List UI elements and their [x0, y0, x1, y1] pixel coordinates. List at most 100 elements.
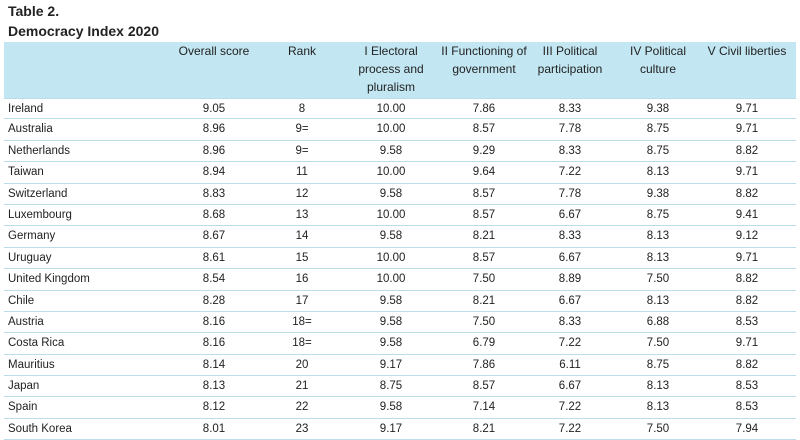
rank-cell: 13 — [295, 208, 309, 221]
electoral-cell: 9.58 — [379, 294, 403, 307]
culture-cell: 7.50 — [646, 273, 670, 286]
table-title: Democracy Index 2020 — [8, 23, 159, 39]
table-body: Ireland 9.05 8 10.00 7.86 8.33 9.38 9.71 Austral… — [4, 98, 796, 440]
overall-score-cell: 9.05 — [202, 103, 226, 115]
culture-cell: 8.75 — [646, 358, 670, 371]
culture-cell: 8.13 — [646, 401, 670, 414]
civil-liberties-cell: 7.94 — [735, 422, 759, 435]
table-row: Chile 8.28 17 9.58 8.21 6.67 8.13 8.82 — [4, 291, 796, 312]
overall-score-cell: 8.12 — [202, 401, 226, 414]
culture-cell: 8.13 — [646, 294, 670, 307]
participation-cell: 7.22 — [558, 401, 582, 414]
civil-liberties-cell: 8.82 — [735, 144, 759, 157]
rank-cell: 8 — [298, 103, 306, 115]
culture-cell: 9.38 — [646, 103, 670, 115]
overall-score-cell: 8.67 — [202, 230, 226, 243]
electoral-cell: 10.00 — [376, 273, 406, 286]
rank-cell: 11 — [296, 166, 308, 179]
functioning-cell: 9.29 — [472, 144, 496, 157]
country-cell: Costa Rica — [8, 337, 65, 350]
rank-cell: 15 — [295, 251, 309, 264]
table-row: Taiwan 8.94 11 10.00 9.64 7.22 8.13 9.71 — [4, 162, 796, 184]
electoral-cell: 9.58 — [379, 230, 403, 243]
electoral-cell: 9.58 — [379, 144, 403, 157]
culture-cell: 7.50 — [646, 422, 670, 435]
table-row: Luxembourg 8.68 13 10.00 8.57 6.67 8.75 9.41 — [4, 205, 796, 227]
functioning-cell: 8.57 — [472, 251, 496, 264]
overall-score-cell: 8.13 — [202, 380, 226, 393]
civil-liberties-cell: 9.12 — [735, 230, 759, 243]
functioning-cell: 8.57 — [472, 123, 496, 136]
header-overall-score: Overall score — [178, 44, 250, 58]
header-political-culture: IV Political culture — [629, 44, 687, 76]
country-cell: Luxembourg — [8, 208, 72, 221]
culture-cell: 8.13 — [646, 380, 670, 393]
country-cell: Uruguay — [8, 251, 52, 264]
table-row: Uruguay 8.61 15 10.00 8.57 6.67 8.13 9.71 — [4, 248, 796, 270]
civil-liberties-cell: 8.82 — [735, 187, 759, 200]
electoral-cell: 9.17 — [379, 358, 403, 371]
table-row: Austria 8.16 18= 9.58 7.50 8.33 6.88 8.53 — [4, 312, 796, 334]
header-political-participation: III Political participation — [537, 44, 603, 76]
civil-liberties-cell: 8.53 — [735, 401, 759, 414]
rank-cell: 9= — [295, 144, 309, 157]
country-cell: Netherlands — [8, 144, 71, 157]
header-rank: Rank — [287, 44, 316, 58]
table-row: Netherlands 8.96 9= 9.58 9.29 8.33 8.75 8.82 — [4, 141, 796, 163]
participation-cell: 7.22 — [558, 337, 582, 350]
country-cell: Australia — [8, 123, 53, 136]
table-row: Australia 8.96 9= 10.00 8.57 7.78 8.75 9.71 — [4, 119, 796, 141]
overall-score-cell: 8.83 — [202, 187, 226, 200]
overall-score-cell: 8.94 — [202, 166, 226, 179]
table-row: Switzerland 8.83 12 9.58 8.57 7.78 9.38 8.82 — [4, 184, 796, 205]
electoral-cell: 9.17 — [379, 422, 403, 435]
participation-cell: 6.67 — [558, 251, 582, 264]
culture-cell: 6.88 — [646, 315, 670, 328]
overall-score-cell: 8.96 — [202, 123, 226, 136]
participation-cell: 8.33 — [558, 144, 582, 157]
table-row: South Korea 8.01 23 9.17 8.21 7.22 7.50 7.94 — [4, 419, 796, 440]
civil-liberties-cell: 9.71 — [735, 251, 759, 264]
electoral-cell: 8.75 — [379, 380, 403, 393]
culture-cell: 8.13 — [646, 230, 670, 243]
header-civil-liberties: V Civil liberties — [707, 44, 787, 58]
rank-cell: 12 — [295, 187, 309, 200]
overall-score-cell: 8.14 — [202, 358, 226, 371]
country-cell: Chile — [8, 294, 35, 307]
civil-liberties-cell: 9.71 — [735, 103, 759, 115]
participation-cell: 8.33 — [558, 103, 582, 115]
table-row: United Kingdom 8.54 16 10.00 7.50 8.89 7.50 8.8… — [4, 269, 796, 291]
functioning-cell: 8.21 — [472, 294, 496, 307]
table-row: Mauritius 8.14 20 9.17 7.86 6.11 8.75 8.82 — [4, 355, 796, 377]
functioning-cell: 7.50 — [472, 315, 496, 328]
country-cell: Mauritius — [8, 358, 55, 371]
electoral-cell: 10.00 — [376, 166, 406, 179]
rank-cell: 20 — [295, 358, 309, 371]
country-cell: Taiwan — [8, 166, 44, 179]
functioning-cell: 7.50 — [472, 273, 496, 286]
table-header: Overall score Rank I Electoral process a… — [4, 42, 796, 98]
participation-cell: 7.78 — [558, 187, 582, 200]
electoral-cell: 9.58 — [379, 337, 403, 350]
country-cell: Ireland — [8, 103, 44, 115]
header-functioning-of-government: II Functioning of government — [441, 44, 527, 76]
table-row: Costa Rica 8.16 18= 9.58 6.79 7.22 7.50 9.71 — [4, 333, 796, 355]
functioning-cell: 9.64 — [472, 166, 496, 179]
functioning-cell: 8.57 — [472, 380, 496, 393]
rank-cell: 22 — [295, 401, 309, 414]
table-label: Table 2. — [8, 3, 60, 19]
participation-cell: 6.67 — [558, 294, 582, 307]
table-row: Spain 8.12 22 9.58 7.14 7.22 8.13 8.53 — [4, 397, 796, 419]
participation-cell: 6.67 — [558, 380, 582, 393]
functioning-cell: 7.14 — [472, 401, 496, 414]
culture-cell: 8.13 — [646, 251, 670, 264]
electoral-cell: 9.58 — [379, 315, 403, 328]
rank-cell: 18= — [292, 337, 312, 350]
civil-liberties-cell: 9.71 — [735, 166, 759, 179]
functioning-cell: 8.57 — [472, 208, 496, 221]
civil-liberties-cell: 8.82 — [735, 294, 759, 307]
rank-cell: 18= — [292, 315, 312, 328]
country-cell: Japan — [8, 380, 40, 393]
functioning-cell: 8.21 — [472, 422, 496, 435]
overall-score-cell: 8.16 — [202, 337, 226, 350]
